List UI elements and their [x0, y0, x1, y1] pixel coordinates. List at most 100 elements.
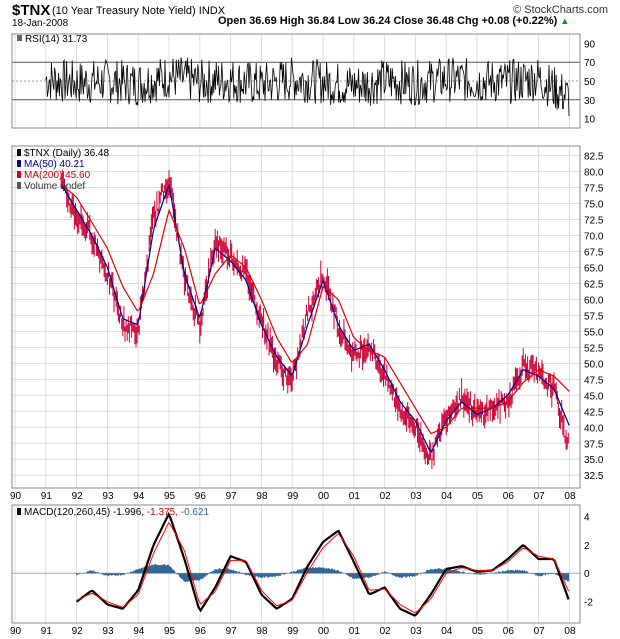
year-tick-label: 03	[410, 491, 422, 502]
price-tick-label: 37.5	[584, 439, 604, 450]
price-tick-label: 57.5	[584, 311, 604, 322]
price-frame	[11, 145, 581, 489]
year-tick-label: 04	[441, 491, 453, 502]
price-tick-label: 32.5	[584, 471, 604, 482]
year-tick-label: 02	[380, 491, 392, 502]
year-tick-label-bottom: 07	[534, 626, 546, 637]
rsi-tick-label: 50	[584, 77, 596, 88]
macd-signal-value: -1.375,	[147, 507, 181, 518]
rsi-legend-swatch	[17, 35, 22, 41]
price-tick-label: 70.0	[584, 231, 604, 242]
macd-tick-label: 4	[584, 512, 590, 523]
year-tick-label-bottom: 08	[564, 626, 576, 637]
macd-frame	[11, 504, 581, 624]
price-tick-label: 52.5	[584, 343, 604, 354]
up-arrow-icon: ▲	[560, 16, 570, 26]
year-tick-label-bottom: 02	[380, 626, 392, 637]
rsi-frame	[11, 33, 581, 129]
year-tick-label-bottom: 92	[72, 626, 84, 637]
year-tick-label: 06	[503, 491, 515, 502]
ma50-line	[60, 183, 570, 454]
ma200-line	[60, 183, 570, 435]
year-tick-label: 97	[226, 491, 238, 502]
macd-tick-label: -2	[584, 598, 593, 609]
year-tick-label: 00	[318, 491, 330, 502]
price-tick-label: 42.5	[584, 407, 604, 418]
year-tick-label-bottom: 05	[472, 626, 484, 637]
year-tick-label-bottom: 00	[318, 626, 330, 637]
ticker-exchange: INDX	[198, 5, 226, 17]
year-tick-label-bottom: 96	[195, 626, 207, 637]
rsi-label: RSI(14) 31.73	[25, 34, 88, 45]
year-tick-label-bottom: 93	[102, 626, 114, 637]
price-tick-label: 72.5	[584, 216, 604, 227]
price-panel: 82.5 80.0 77.5 75.0 72.5 70.0 67.5 65.0 62.5 60.0…	[10, 145, 604, 637]
price-tick-label: 65.0	[584, 263, 604, 274]
macd-label: MACD(120,260,45) -1.996, -1.375, -0.621	[24, 507, 210, 518]
year-tick-label: 98	[256, 491, 268, 502]
macd-tick-label: 0	[584, 569, 590, 580]
year-tick-label: 91	[41, 491, 53, 502]
price-legend-entry: $TNX (Daily) 36.48	[24, 148, 109, 159]
legend-swatch	[17, 160, 21, 167]
year-tick-label: 01	[349, 491, 361, 502]
ticker-symbol: $TNX	[12, 2, 51, 19]
macd-panel: 4 2 0 -2 MACD(120,260,45) -1.996, -1.375, -0…	[11, 504, 593, 624]
macd-label-prefix: MACD(120,260,45) -1.996,	[24, 507, 147, 518]
price-legend-entry: MA(50) 40.21	[24, 159, 85, 170]
year-tick-label-bottom: 94	[133, 626, 145, 637]
ohlc-values: Open 36.69 High 36.84 Low 36.24 Close 36…	[218, 15, 558, 27]
price-tick-label: 75.0	[584, 200, 604, 211]
rsi-tick-label: 10	[584, 115, 596, 126]
price-tick-label: 47.5	[584, 375, 604, 386]
panel-background	[12, 505, 580, 623]
year-tick-label: 92	[72, 491, 84, 502]
price-tick-label: 55.0	[584, 327, 604, 338]
panel-background	[12, 146, 580, 488]
year-tick-label-bottom: 03	[410, 626, 422, 637]
price-tick-label: 40.0	[584, 423, 604, 434]
year-tick-label-bottom: 91	[41, 626, 53, 637]
year-tick-label-bottom: 95	[164, 626, 176, 637]
price-legend-entry: Volume undef	[24, 181, 85, 192]
price-tick-label: 60.0	[584, 295, 604, 306]
year-tick-label-bottom: 97	[226, 626, 238, 637]
price-tick-label: 50.0	[584, 359, 604, 370]
year-tick-label-bottom: 90	[10, 626, 22, 637]
macd-tick-label: 2	[584, 541, 590, 552]
ohlc-summary: Open 36.69 High 36.84 Low 36.24 Close 36…	[218, 15, 569, 27]
year-tick-label: 93	[102, 491, 114, 502]
macd-histogram	[76, 564, 570, 582]
ticker-name: (10 Year Treasury Note Yield)	[52, 5, 196, 17]
chart-date: 18-Jan-2008	[12, 18, 69, 29]
price-tick-label: 82.5	[584, 152, 604, 163]
price-tick-label: 67.5	[584, 247, 604, 258]
rsi-panel: RSI(14) 31.73 90 70 50 30 10	[11, 33, 596, 129]
year-tick-label: 96	[195, 491, 207, 502]
price-legend-entry: MA(200) 45.60	[24, 170, 91, 181]
year-tick-label: 08	[564, 491, 576, 502]
legend-swatch	[17, 171, 21, 178]
rsi-line	[45, 57, 570, 117]
year-tick-label: 05	[472, 491, 484, 502]
year-tick-label-bottom: 98	[256, 626, 268, 637]
signal-line	[76, 522, 570, 614]
rsi-tick-label: 90	[584, 39, 596, 50]
year-tick-label-bottom: 01	[349, 626, 361, 637]
macd-legend-swatch	[17, 508, 21, 515]
rsi-tick-label: 30	[584, 96, 596, 107]
year-tick-label: 07	[534, 491, 546, 502]
year-tick-label-bottom: 06	[503, 626, 515, 637]
year-tick-label: 95	[164, 491, 176, 502]
price-tick-label: 62.5	[584, 279, 604, 290]
year-tick-label-bottom: 04	[441, 626, 453, 637]
copyright-notice[interactable]: © StockCharts.com	[513, 4, 608, 16]
year-tick-label-bottom: 99	[287, 626, 299, 637]
year-tick-label: 90	[10, 491, 22, 502]
legend-swatch	[17, 182, 21, 189]
price-tick-label: 77.5	[584, 184, 604, 195]
price-tick-label: 80.0	[584, 168, 604, 179]
rsi-tick-label: 70	[584, 58, 596, 69]
ticker-description: (10 Year Treasury Note Yield) INDX	[52, 5, 225, 17]
